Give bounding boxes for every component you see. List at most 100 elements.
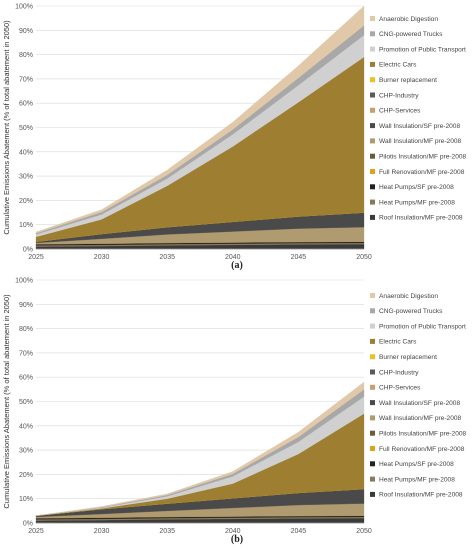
x-tick-label: 2035	[159, 528, 175, 535]
x-tick-label: 2040	[225, 528, 241, 535]
legend-swatch	[370, 446, 375, 451]
figure-caption: (b)	[231, 534, 243, 545]
legend-label: CHP-Industry	[379, 369, 419, 376]
legend-label: Burner replacement	[379, 354, 437, 361]
legend-label: Heat Pumps/MF pre-2008	[379, 199, 455, 206]
y-tick-label: 20%	[19, 472, 33, 479]
legend-swatch	[370, 138, 375, 144]
legend-label: Anaerobic Digestion	[379, 16, 438, 23]
legend-label: Promotion of Public Transport	[379, 323, 466, 330]
legend: Anaerobic Digestion CNG-powered Trucks Pro…	[370, 16, 467, 222]
legend-swatch	[370, 354, 375, 360]
legend-label: Roof Insulation/MF pre-2008	[379, 492, 463, 499]
y-tick-label: 0%	[23, 521, 33, 528]
legend-swatch	[370, 214, 375, 220]
y-tick-label: 50%	[19, 125, 33, 132]
x-tick-label: 2050	[356, 528, 372, 535]
legend-label: Pilotis Insulation/MF pre-2008	[379, 431, 467, 438]
legend-swatch	[370, 323, 375, 329]
y-tick-label: 90%	[19, 28, 33, 35]
legend-label: Roof Insulation/MF pre-2008	[379, 215, 463, 222]
legend-swatch	[370, 461, 375, 467]
area-series-14	[35, 5, 365, 234]
y-tick-label: 90%	[19, 302, 33, 309]
legend-swatch	[370, 308, 375, 314]
y-tick-label: 60%	[19, 101, 33, 108]
legend-swatch	[370, 184, 375, 190]
legend-swatch	[370, 430, 375, 436]
y-axis-label: Cumulative Emissions Abatement (% of tot…	[2, 294, 11, 509]
x-tick-label: 2045	[291, 528, 307, 535]
y-tick-label: 30%	[19, 174, 33, 181]
y-tick-label: 30%	[19, 448, 33, 455]
x-tick-label: 2025	[28, 254, 44, 261]
y-tick-label: 40%	[19, 423, 33, 430]
y-tick-label: 50%	[19, 399, 33, 406]
y-tick-label: 100%	[15, 4, 33, 11]
y-tick-label: 20%	[19, 198, 33, 205]
x-tick-label: 2025	[28, 528, 44, 535]
legend-label: Anaerobic Digestion	[379, 293, 438, 300]
legend-swatch	[370, 77, 375, 83]
y-tick-label: 0%	[23, 247, 33, 254]
legend-swatch	[370, 123, 375, 129]
legend-label: Burner replacement	[379, 77, 437, 84]
y-tick-label: 70%	[19, 76, 33, 83]
legend-swatch	[370, 338, 375, 344]
x-tick-label: 2045	[291, 254, 307, 261]
legend-label: Heat Pumps/SF pre-2008	[379, 461, 454, 468]
y-tick-label: 70%	[19, 350, 33, 357]
legend-label: Full Renovation/MF pre-2008	[379, 446, 465, 453]
area-series-14	[35, 381, 365, 516]
chart-2: 0% 10% 20% 30% 40% 50% 60% 70% 80% 90% 100% 2025 203…	[2, 278, 467, 546]
legend-swatch	[370, 153, 375, 159]
x-tick-label: 2050	[356, 254, 372, 261]
legend-swatch	[370, 369, 375, 375]
legend-label: CNG-powered Trucks	[379, 308, 443, 315]
legend-swatch	[370, 31, 375, 37]
legend-swatch	[370, 491, 375, 497]
x-tick-label: 2030	[94, 528, 110, 535]
legend-label: Heat Pumps/MF pre-2008	[379, 476, 455, 483]
y-tick-label: 80%	[19, 326, 33, 333]
y-tick-label: 10%	[19, 222, 33, 229]
legend-swatch	[370, 384, 375, 390]
y-tick-label: 40%	[19, 149, 33, 156]
chart-1: 0% 10% 20% 30% 40% 50% 60% 70% 80% 90% 100% 2025 203…	[2, 4, 467, 272]
legend-label: CHP-Services	[379, 108, 421, 115]
legend-swatch	[370, 16, 375, 21]
x-tick-label: 2030	[94, 254, 110, 261]
y-tick-label: 100%	[15, 278, 33, 285]
legend-label: Heat Pumps/SF pre-2008	[379, 184, 454, 191]
legend-swatch	[370, 293, 375, 298]
legend-label: Electric Cars	[379, 339, 417, 346]
y-axis-label: Cumulative Emissions Abatement (% of tot…	[2, 20, 11, 235]
legend-label: Electric Cars	[379, 62, 417, 69]
legend-label: Pilotis Insulation/MF pre-2008	[379, 154, 467, 161]
legend-label: CNG-powered Trucks	[379, 31, 443, 38]
legend-swatch	[370, 199, 375, 205]
legend-label: Wall Insulation/MF pre-2008	[379, 138, 462, 145]
y-tick-label: 10%	[19, 496, 33, 503]
legend-swatch	[370, 169, 375, 174]
legend-swatch	[370, 476, 375, 482]
x-tick-label: 2040	[225, 254, 241, 261]
x-tick-label: 2035	[159, 254, 175, 261]
legend-swatch	[370, 61, 375, 67]
legend-swatch	[370, 400, 375, 406]
legend-label: CHP-Industry	[379, 92, 419, 99]
legend-swatch	[370, 415, 375, 421]
legend-label: CHP-Services	[379, 385, 421, 392]
legend-swatch	[370, 46, 375, 52]
figure-caption: (a)	[231, 260, 243, 271]
legend-label: Wall Insulation/SF pre-2008	[379, 123, 460, 130]
y-tick-label: 60%	[19, 375, 33, 382]
y-tick-label: 80%	[19, 52, 33, 59]
legend: Anaerobic Digestion CNG-powered Trucks Pro…	[370, 293, 467, 499]
legend-swatch	[370, 92, 375, 98]
legend-swatch	[370, 107, 375, 113]
legend-label: Full Renovation/MF pre-2008	[379, 169, 465, 176]
legend-label: Promotion of Public Transport	[379, 46, 466, 53]
legend-label: Wall Insulation/MF pre-2008	[379, 415, 462, 422]
